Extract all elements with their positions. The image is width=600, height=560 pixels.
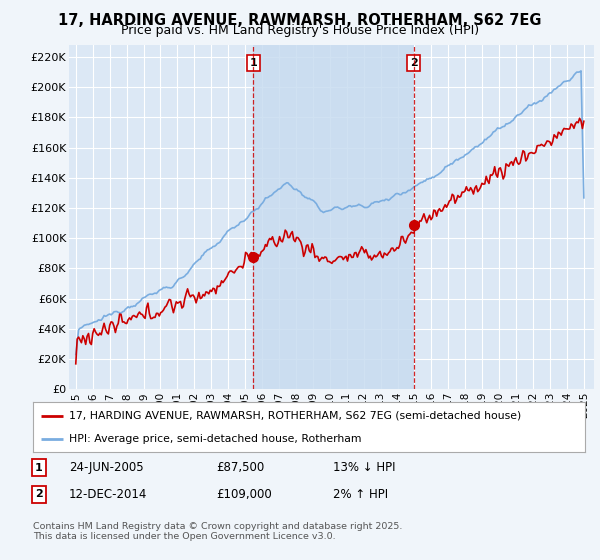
Text: 2% ↑ HPI: 2% ↑ HPI	[333, 488, 388, 501]
Text: 12-DEC-2014: 12-DEC-2014	[69, 488, 148, 501]
Text: 13% ↓ HPI: 13% ↓ HPI	[333, 461, 395, 474]
Text: 24-JUN-2005: 24-JUN-2005	[69, 461, 143, 474]
Text: HPI: Average price, semi-detached house, Rotherham: HPI: Average price, semi-detached house,…	[69, 434, 361, 444]
Text: 2: 2	[410, 58, 418, 68]
Text: Price paid vs. HM Land Registry's House Price Index (HPI): Price paid vs. HM Land Registry's House …	[121, 24, 479, 37]
Text: 2: 2	[35, 489, 43, 500]
Text: 17, HARDING AVENUE, RAWMARSH, ROTHERHAM, S62 7EG: 17, HARDING AVENUE, RAWMARSH, ROTHERHAM,…	[58, 13, 542, 28]
Text: 17, HARDING AVENUE, RAWMARSH, ROTHERHAM, S62 7EG (semi-detached house): 17, HARDING AVENUE, RAWMARSH, ROTHERHAM,…	[69, 410, 521, 421]
Text: £87,500: £87,500	[216, 461, 264, 474]
Text: £109,000: £109,000	[216, 488, 272, 501]
Bar	[253, 45, 413, 389]
Text: Contains HM Land Registry data © Crown copyright and database right 2025.
This d: Contains HM Land Registry data © Crown c…	[33, 522, 403, 542]
Text: 1: 1	[35, 463, 43, 473]
Text: 1: 1	[250, 58, 257, 68]
